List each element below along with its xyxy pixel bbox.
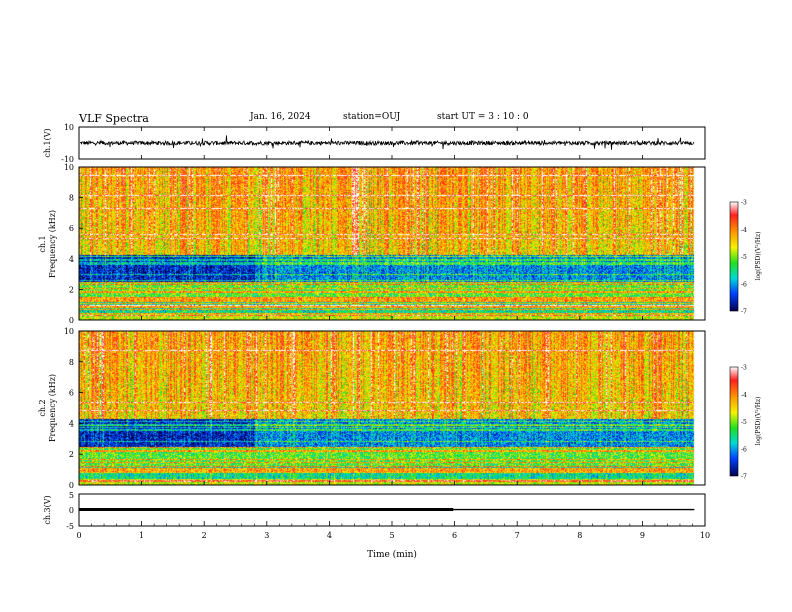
ch1-spec-ylabel-channel: ch.1 (38, 235, 47, 252)
ch1-colorbar-label: log(PSD)(V²/Hz) (755, 232, 762, 281)
ch1-colorbar-tick: -5 (741, 254, 747, 261)
x-tick-label: 3 (264, 531, 269, 540)
ch1-ytick-bottom: -10 (61, 155, 74, 164)
ch1-colorbar-tick: -6 (741, 281, 747, 288)
x-tick-label: 0 (76, 531, 81, 540)
panel-ch1-waveform: 10 -10 ch.1(V) (43, 123, 706, 164)
x-axis-label: Time (min) (367, 549, 417, 560)
station-label: station=OUJ (343, 112, 401, 122)
ch1-ylabel: ch.1(V) (43, 128, 52, 157)
x-tick-label: 10 (700, 531, 710, 540)
ch2-colorbar-tick: -6 (741, 446, 747, 453)
ch3-ytick-bottom: -5 (66, 522, 74, 531)
ch2-colorbar (729, 366, 739, 477)
ch2-spec-ylabel-frequency: Frequency (kHz) (48, 374, 57, 442)
x-tick-label: 9 (640, 531, 645, 540)
ch1-colorbar-tick: -3 (741, 200, 747, 207)
chart-title: VLF Spectra (79, 112, 149, 125)
ch2-colorbar-tick: -5 (741, 419, 747, 426)
ch1-waveform-line (79, 135, 695, 150)
ch2-colorbar-tick: -7 (741, 474, 747, 481)
x-tick-label: 2 (202, 531, 207, 540)
x-tick-label: 6 (452, 531, 457, 540)
panel-ch3-waveform: 5 0 -5 ch.3(V) 0 1 2 3 4 5 6 7 8 9 10 Time (min) (43, 491, 710, 560)
ch3-ytick-top: 5 (69, 491, 74, 500)
ch3-ylabel: ch.3(V) (43, 495, 52, 524)
x-tick-label: 5 (389, 531, 394, 540)
ch1-ytick-top: 10 (64, 123, 74, 132)
ch2-spec-ytick-label: 6 (69, 389, 74, 398)
ch1-spec-ylabel-frequency: Frequency (kHz) (48, 210, 57, 278)
start-time-label: start UT = 3 : 10 : 0 (437, 112, 529, 122)
ch2-spec-ytick-label: 2 (69, 450, 74, 459)
ch2-spectrogram-heatmap (79, 331, 705, 485)
ch1-spectrogram-heatmap (79, 167, 705, 320)
x-tick-label: 7 (515, 531, 520, 540)
ch1-spec-ytick-label: 4 (69, 255, 74, 264)
ch1-colorbar (729, 201, 739, 312)
ch2-spec-ytick-label: 8 (69, 358, 74, 367)
x-tick-label: 8 (577, 531, 582, 540)
ch1-colorbar-tick: -4 (741, 227, 747, 234)
ch2-spec-ytick-label: 4 (69, 419, 74, 428)
date-label: Jan. 16, 2024 (250, 112, 311, 122)
ch1-colorbar-tick: -7 (741, 309, 747, 316)
ch2-spec-ytick-label: 10 (64, 327, 74, 336)
ch2-colorbar-tick: -4 (741, 392, 747, 399)
ch2-spec-ylabel-channel: ch.2 (38, 399, 47, 416)
ch2-spec-ytick-label: 0 (69, 481, 74, 490)
ch1-spec-ytick-label: 2 (69, 285, 74, 294)
x-tick-label: 4 (327, 531, 332, 540)
ch1-spec-ytick-label: 6 (69, 224, 74, 233)
ch2-colorbar-tick: -3 (741, 365, 747, 372)
ch1-spec-ytick-label: 10 (64, 163, 74, 172)
ch2-colorbar-label: log(PSD)(V²/Hz) (755, 397, 762, 446)
x-tick-label: 1 (139, 531, 144, 540)
ch3-ytick-mid: 0 (69, 506, 74, 515)
ch1-spec-ytick-label: 8 (69, 194, 74, 203)
ch1-spec-ytick-label: 0 (69, 316, 74, 325)
